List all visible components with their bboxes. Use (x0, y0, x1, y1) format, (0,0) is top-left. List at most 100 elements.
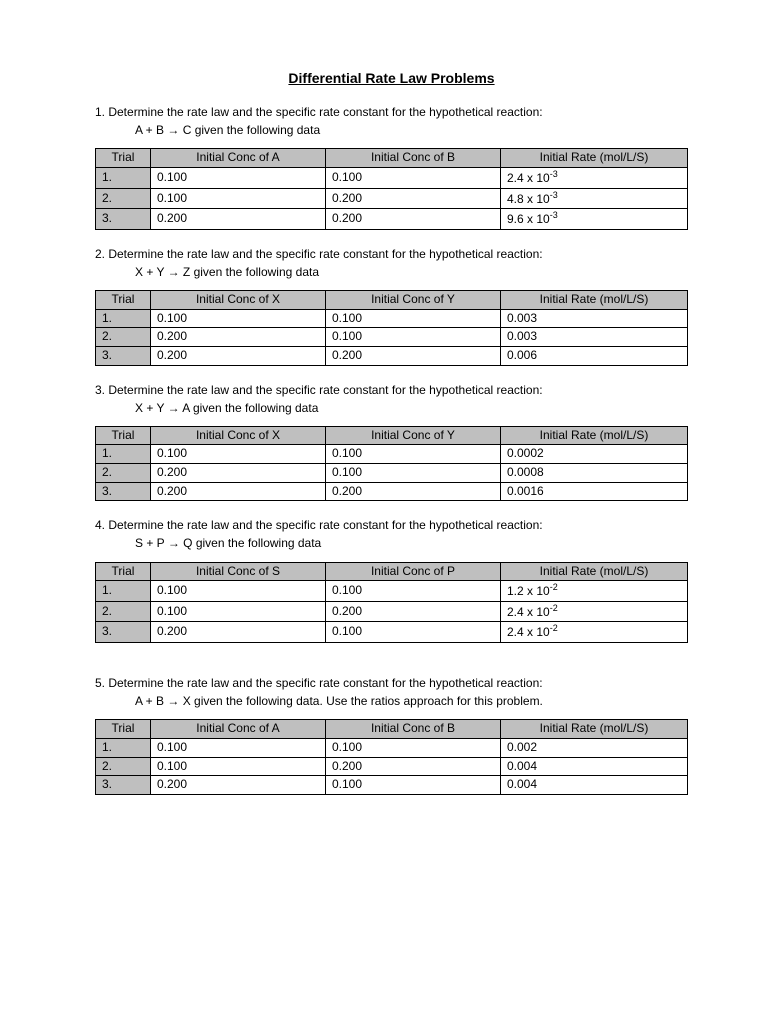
value-cell: 0.100 (326, 464, 501, 483)
trial-cell: 3. (96, 622, 151, 643)
rate-cell: 0.006 (501, 346, 688, 365)
trial-cell: 2. (96, 601, 151, 622)
table-header: Initial Rate (mol/L/S) (501, 149, 688, 168)
problem-equation: A + B → C given the following data (95, 122, 688, 138)
value-cell: 0.200 (151, 482, 326, 501)
value-cell: 0.200 (326, 209, 501, 230)
table-header: Initial Conc of Y (326, 291, 501, 310)
value-cell: 0.200 (326, 601, 501, 622)
table-header: Initial Conc of X (151, 426, 326, 445)
problem-text: 3. Determine the rate law and the specif… (95, 382, 688, 398)
table-header: Trial (96, 562, 151, 581)
problem-equation: S + P → Q given the following data (95, 535, 688, 551)
value-cell: 0.100 (326, 738, 501, 757)
table-header: Trial (96, 291, 151, 310)
table-header: Initial Conc of A (151, 720, 326, 739)
document-page: Differential Rate Law Problems 1. Determ… (0, 0, 768, 851)
value-cell: 0.100 (151, 738, 326, 757)
data-table: TrialInitial Conc of AInitial Conc of BI… (95, 719, 688, 794)
value-cell: 0.100 (326, 309, 501, 328)
trial-cell: 2. (96, 464, 151, 483)
value-cell: 0.100 (151, 757, 326, 776)
table-header: Trial (96, 149, 151, 168)
trial-cell: 1. (96, 309, 151, 328)
table-header: Initial Rate (mol/L/S) (501, 291, 688, 310)
table-row: 3.0.2000.2000.0016 (96, 482, 688, 501)
problem-equation: X + Y → Z given the following data (95, 264, 688, 280)
value-cell: 0.200 (151, 328, 326, 347)
trial-cell: 3. (96, 346, 151, 365)
problems-container: 1. Determine the rate law and the specif… (95, 104, 688, 795)
data-table: TrialInitial Conc of XInitial Conc of YI… (95, 426, 688, 501)
rate-cell: 2.4 x 10-2 (501, 601, 688, 622)
table-row: 3.0.2000.1002.4 x 10-2 (96, 622, 688, 643)
table-header: Initial Conc of B (326, 720, 501, 739)
data-table: TrialInitial Conc of SInitial Conc of PI… (95, 562, 688, 643)
table-row: 2.0.2000.1000.0008 (96, 464, 688, 483)
value-cell: 0.200 (326, 482, 501, 501)
value-cell: 0.100 (151, 445, 326, 464)
trial-cell: 2. (96, 188, 151, 209)
trial-cell: 1. (96, 445, 151, 464)
value-cell: 0.200 (326, 757, 501, 776)
rate-cell: 0.0002 (501, 445, 688, 464)
rate-cell: 9.6 x 10-3 (501, 209, 688, 230)
rate-cell: 0.002 (501, 738, 688, 757)
page-title: Differential Rate Law Problems (95, 70, 688, 86)
data-table: TrialInitial Conc of AInitial Conc of BI… (95, 148, 688, 229)
rate-cell: 0.004 (501, 757, 688, 776)
data-table: TrialInitial Conc of XInitial Conc of YI… (95, 290, 688, 365)
rate-cell: 0.0016 (501, 482, 688, 501)
trial-cell: 3. (96, 482, 151, 501)
rate-cell: 2.4 x 10-2 (501, 622, 688, 643)
value-cell: 0.200 (151, 209, 326, 230)
table-row: 3.0.2000.2009.6 x 10-3 (96, 209, 688, 230)
trial-cell: 2. (96, 328, 151, 347)
problem-equation: X + Y → A given the following data (95, 400, 688, 416)
table-row: 1.0.1000.1001.2 x 10-2 (96, 581, 688, 602)
table-header: Trial (96, 720, 151, 739)
value-cell: 0.100 (326, 776, 501, 795)
trial-cell: 1. (96, 738, 151, 757)
table-header: Initial Rate (mol/L/S) (501, 562, 688, 581)
table-row: 2.0.1000.2002.4 x 10-2 (96, 601, 688, 622)
table-row: 2.0.1000.2004.8 x 10-3 (96, 188, 688, 209)
trial-cell: 3. (96, 776, 151, 795)
value-cell: 0.100 (151, 309, 326, 328)
value-cell: 0.200 (151, 622, 326, 643)
table-header: Initial Conc of A (151, 149, 326, 168)
table-row: 1.0.1000.1000.002 (96, 738, 688, 757)
table-row: 3.0.2000.1000.004 (96, 776, 688, 795)
table-header: Trial (96, 426, 151, 445)
problem-text: 4. Determine the rate law and the specif… (95, 517, 688, 533)
problem-text: 1. Determine the rate law and the specif… (95, 104, 688, 120)
value-cell: 0.200 (326, 346, 501, 365)
trial-cell: 3. (96, 209, 151, 230)
table-header: Initial Rate (mol/L/S) (501, 720, 688, 739)
table-header: Initial Conc of B (326, 149, 501, 168)
table-row: 2.0.1000.2000.004 (96, 757, 688, 776)
value-cell: 0.100 (326, 445, 501, 464)
problem-equation: A + B → X given the following data. Use … (95, 693, 688, 709)
table-row: 2.0.2000.1000.003 (96, 328, 688, 347)
table-row: 1.0.1000.1000.003 (96, 309, 688, 328)
value-cell: 0.200 (326, 188, 501, 209)
rate-cell: 0.003 (501, 328, 688, 347)
value-cell: 0.100 (151, 601, 326, 622)
value-cell: 0.100 (326, 622, 501, 643)
problem-text: 2. Determine the rate law and the specif… (95, 246, 688, 262)
rate-cell: 2.4 x 10-3 (501, 167, 688, 188)
value-cell: 0.100 (151, 188, 326, 209)
rate-cell: 0.004 (501, 776, 688, 795)
value-cell: 0.200 (151, 346, 326, 365)
table-header: Initial Conc of X (151, 291, 326, 310)
trial-cell: 2. (96, 757, 151, 776)
value-cell: 0.200 (151, 776, 326, 795)
rate-cell: 4.8 x 10-3 (501, 188, 688, 209)
table-row: 3.0.2000.2000.006 (96, 346, 688, 365)
rate-cell: 0.003 (501, 309, 688, 328)
table-header: Initial Conc of P (326, 562, 501, 581)
value-cell: 0.200 (151, 464, 326, 483)
trial-cell: 1. (96, 581, 151, 602)
problem-text: 5. Determine the rate law and the specif… (95, 675, 688, 691)
